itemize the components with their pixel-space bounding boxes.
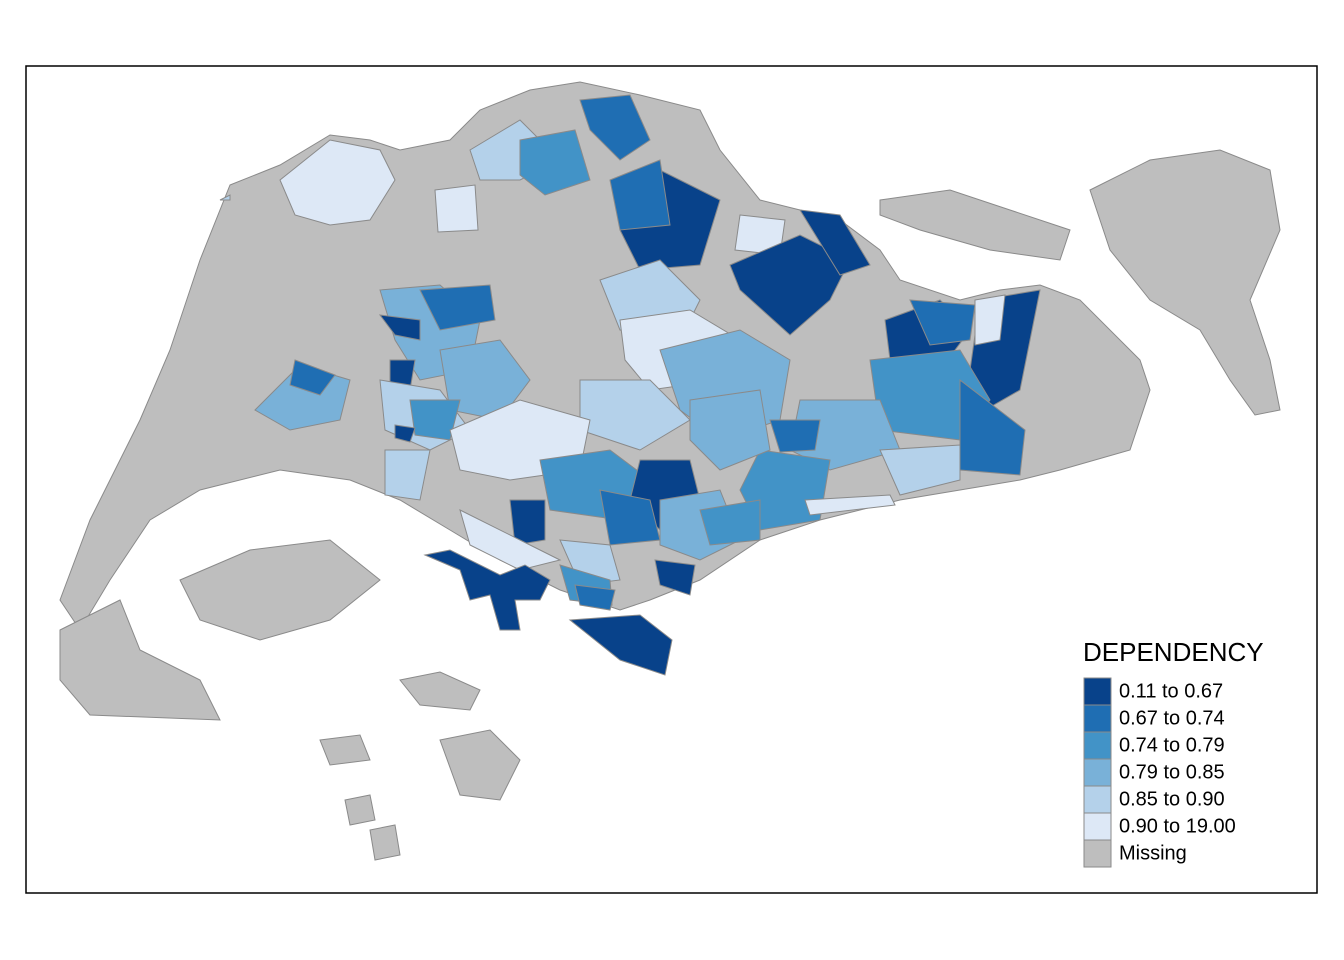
legend-swatch [1083, 704, 1112, 733]
subzone [574, 584, 616, 611]
legend-swatch [1083, 677, 1112, 706]
land-area [879, 189, 1071, 261]
legend-swatch [1083, 812, 1112, 841]
legend-label: Missing [1119, 842, 1187, 864]
subzone [699, 499, 761, 546]
legend-label: 0.67 to 0.74 [1119, 707, 1225, 729]
legend: DEPENDENCY 0.11 to 0.67 0.67 to 0.74 0.74 … [1083, 637, 1264, 868]
legend-swatch [1083, 785, 1112, 814]
subzone [959, 378, 1026, 476]
subzone [689, 389, 771, 471]
subzone [419, 284, 496, 331]
legend-label: 0.85 to 0.90 [1119, 788, 1225, 810]
legend-label: 0.79 to 0.85 [1119, 761, 1225, 783]
legend-swatch [1083, 839, 1112, 868]
subzone [509, 499, 546, 546]
land-area [59, 599, 221, 721]
legend-swatch [1083, 758, 1112, 787]
land-area [439, 729, 521, 801]
legend-label: 0.74 to 0.79 [1119, 734, 1225, 756]
subzone [804, 494, 896, 516]
subzone [974, 294, 1006, 346]
subzone [384, 449, 431, 501]
subzone [739, 449, 831, 531]
legend-title: DEPENDENCY [1083, 637, 1264, 667]
land-area [319, 734, 371, 766]
subzone [394, 424, 416, 443]
land-area [399, 671, 481, 711]
subzone [459, 509, 562, 571]
subzone [378, 314, 421, 341]
land-area [179, 539, 381, 641]
subzone [729, 234, 851, 336]
subzone [654, 559, 696, 596]
subzone [409, 399, 461, 441]
land-area [369, 824, 401, 861]
legend-swatch [1083, 731, 1112, 760]
subzone [568, 614, 673, 676]
map-frame [25, 65, 1318, 894]
subzone [609, 159, 671, 231]
subzone [909, 299, 976, 346]
subzone [434, 184, 479, 233]
subzone [799, 209, 871, 276]
map [59, 81, 1281, 861]
subzone [219, 194, 231, 201]
subzone [879, 444, 961, 496]
subzone [769, 419, 821, 453]
legend-label: 0.90 to 19.00 [1119, 815, 1236, 837]
subzone [279, 139, 396, 226]
land-area [1089, 149, 1281, 416]
land-area [344, 794, 376, 826]
subzone [423, 549, 551, 631]
subzone [519, 129, 591, 196]
legend-label: 0.11 to 0.67 [1119, 680, 1223, 702]
subzone [289, 359, 336, 396]
subzone [579, 94, 651, 161]
